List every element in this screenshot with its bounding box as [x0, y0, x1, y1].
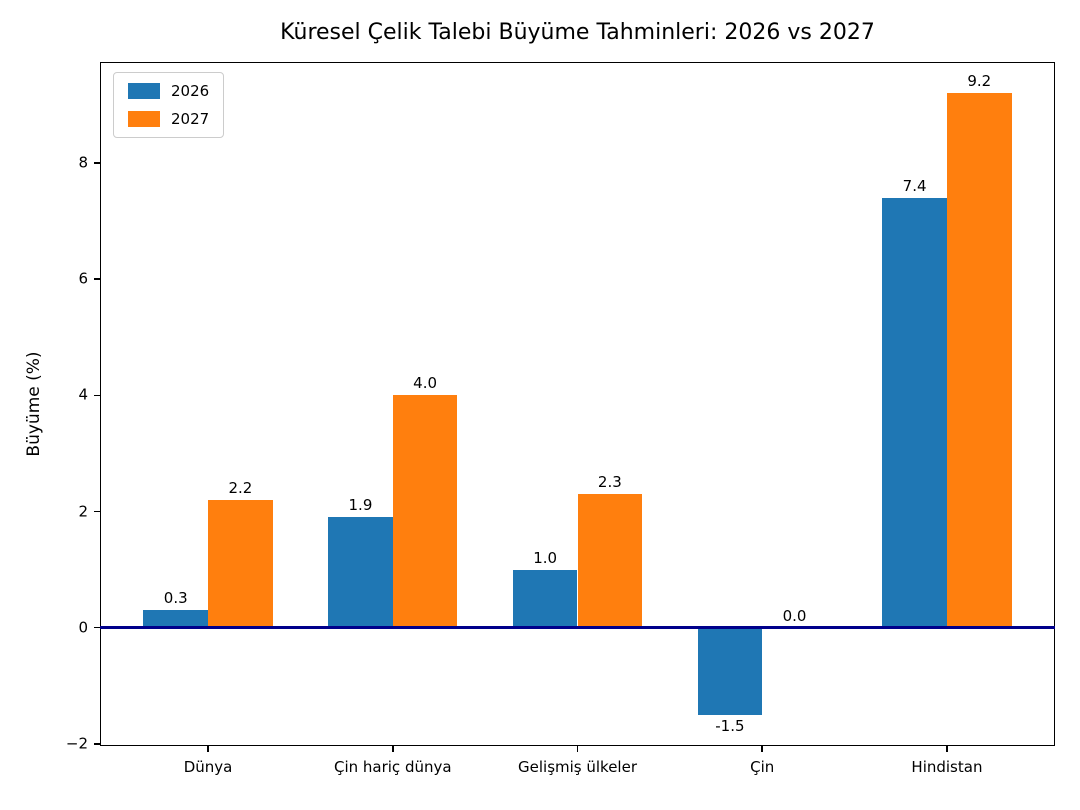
x-tick-mark: [761, 746, 763, 752]
y-tick-label: 8: [78, 153, 88, 172]
bar-2027-1: [392, 395, 458, 628]
legend-label-2027: 2027: [171, 109, 210, 128]
y-tick-label: 4: [78, 385, 88, 404]
legend-label-2026: 2026: [171, 81, 210, 100]
y-tick-label: 6: [78, 269, 88, 288]
x-tick-mark: [576, 746, 579, 752]
value-label-2026-0: 0.3: [163, 589, 188, 608]
y-axis-label: Büyüme (%): [24, 351, 44, 457]
value-label-2027-4: 9.2: [967, 72, 992, 91]
x-tick-label: Çin: [750, 758, 775, 776]
legend-swatch-2027: [128, 111, 160, 127]
legend: 2026 2027: [113, 72, 225, 138]
y-tick-mark: [94, 394, 100, 397]
bar-2026-2: [512, 569, 578, 628]
bar-2027-4: [946, 93, 1012, 628]
y-tick-label: −2: [65, 734, 88, 753]
bar-2026-0: [143, 610, 209, 628]
x-tick-label: Çin hariç dünya: [333, 758, 452, 776]
chart-title: Küresel Çelik Talebi Büyüme Tahminleri: …: [280, 20, 875, 45]
y-tick-mark: [94, 743, 100, 745]
legend-swatch-2026: [128, 83, 160, 99]
x-tick-label: Hindistan: [911, 758, 983, 776]
legend-entry-2027: 2027: [128, 111, 209, 127]
y-tick-label: 2: [78, 502, 88, 520]
value-label-2026-2: 1.0: [533, 548, 558, 567]
x-tick-label: Gelişmiş ülkeler: [518, 758, 637, 776]
y-tick-label: 0: [78, 618, 88, 637]
bar-2027-2: [577, 494, 643, 628]
value-label-2026-3: -1.5: [715, 716, 745, 735]
x-tick-mark: [946, 746, 948, 752]
bar-2026-3: [697, 627, 763, 715]
value-label-2026-4: 7.4: [902, 176, 927, 195]
x-tick-label: Dünya: [183, 758, 233, 776]
value-label-2026-1: 1.9: [348, 496, 373, 515]
x-tick-mark: [207, 746, 209, 752]
legend-entry-2026: 2026: [128, 83, 209, 99]
zero-baseline: [100, 626, 1055, 630]
y-tick-mark: [94, 162, 100, 164]
value-label-2027-2: 2.3: [597, 473, 622, 492]
value-label-2027-0: 2.2: [228, 478, 253, 497]
value-label-2027-3: 0.0: [782, 606, 807, 625]
y-tick-mark: [94, 510, 100, 513]
y-tick-mark: [94, 278, 100, 280]
value-label-2027-1: 4.0: [413, 374, 438, 393]
x-tick-mark: [392, 746, 394, 752]
bar-2026-4: [882, 197, 947, 628]
bar-2027-0: [208, 499, 273, 628]
y-tick-mark: [94, 626, 100, 629]
bar-2026-1: [328, 517, 393, 628]
